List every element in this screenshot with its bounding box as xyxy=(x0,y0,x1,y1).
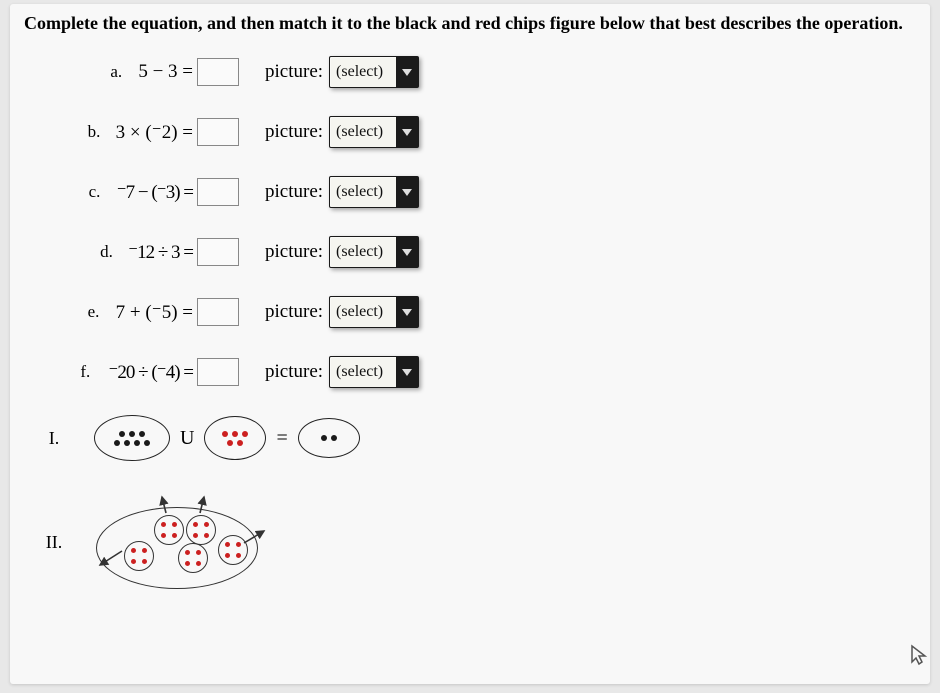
item-f-label: f. xyxy=(80,362,104,382)
chevron-down-icon xyxy=(396,177,418,207)
figure-I: I. U = xyxy=(24,415,916,461)
item-c-equation: ⁻7 − (⁻3) = xyxy=(117,181,193,204)
item-c-label: c. xyxy=(89,182,113,202)
picture-label-e: picture: xyxy=(265,301,323,323)
chip-black xyxy=(134,440,140,446)
picture-select-a[interactable]: (select) xyxy=(329,56,419,88)
select-text-f: (select) xyxy=(336,363,392,381)
union-op: U xyxy=(180,427,194,450)
chip-black xyxy=(331,435,337,441)
item-a-eq: a. 5 − 3 = xyxy=(24,58,239,86)
figure-I-oval1 xyxy=(94,415,170,461)
chip-red xyxy=(242,431,248,437)
figures-area: I. U = II. xyxy=(24,415,916,590)
picture-select-d[interactable]: (select) xyxy=(329,236,419,268)
chip-black xyxy=(129,431,135,437)
item-e-label: e. xyxy=(88,302,112,322)
item-b-row: b. 3 × (⁻2) = picture: (select) xyxy=(24,115,916,149)
item-b-equation: 3 × (⁻2) = xyxy=(116,121,193,144)
chip-red xyxy=(227,440,233,446)
item-d-label: d. xyxy=(100,242,124,262)
select-text-d: (select) xyxy=(336,243,392,261)
cursor-icon xyxy=(910,644,928,668)
chevron-down-icon xyxy=(396,57,418,87)
chip-black xyxy=(139,431,145,437)
item-e-input[interactable] xyxy=(197,298,239,326)
worksheet-page: Complete the equation, and then match it… xyxy=(10,4,930,684)
picture-select-f[interactable]: (select) xyxy=(329,356,419,388)
chevron-down-icon xyxy=(396,357,418,387)
chevron-down-icon xyxy=(396,117,418,147)
select-text-e: (select) xyxy=(336,303,392,321)
picture-select-e[interactable]: (select) xyxy=(329,296,419,328)
item-d-row: d. ⁻12 ÷ 3 = picture: (select) xyxy=(24,235,916,269)
chip-red xyxy=(237,440,243,446)
item-e-equation: 7 + (⁻5) = xyxy=(116,301,193,324)
instruction-text: Complete the equation, and then match it… xyxy=(24,12,916,35)
item-d-eq: d. ⁻12 ÷ 3 = xyxy=(24,238,239,266)
item-c-row: c. ⁻7 − (⁻3) = picture: (select) xyxy=(24,175,916,209)
chip-red xyxy=(222,431,228,437)
item-b-eq: b. 3 × (⁻2) = xyxy=(24,118,239,146)
item-a-row: a. 5 − 3 = picture: (select) xyxy=(24,55,916,89)
picture-select-c[interactable]: (select) xyxy=(329,176,419,208)
item-e-eq: e. 7 + (⁻5) = xyxy=(24,298,239,326)
item-f-input[interactable] xyxy=(197,358,239,386)
item-a-equation: 5 − 3 = xyxy=(138,61,193,83)
picture-label-c: picture: xyxy=(265,181,323,203)
select-text-b: (select) xyxy=(336,123,392,141)
chevron-down-icon xyxy=(396,237,418,267)
picture-select-b[interactable]: (select) xyxy=(329,116,419,148)
item-f-row: f. ⁻20 ÷ (⁻4) = picture: (select) xyxy=(24,355,916,389)
select-text-c: (select) xyxy=(336,183,392,201)
figure-I-oval2 xyxy=(204,416,266,460)
item-b-input[interactable] xyxy=(197,118,239,146)
item-f-equation: ⁻20 ÷ (⁻4) = xyxy=(108,361,193,384)
item-b-label: b. xyxy=(88,122,112,142)
item-d-input[interactable] xyxy=(197,238,239,266)
item-a-label: a. xyxy=(110,62,134,82)
chip-black xyxy=(144,440,150,446)
picture-label-f: picture: xyxy=(265,361,323,383)
select-text-a: (select) xyxy=(336,63,392,81)
figure-II-diagram xyxy=(94,495,259,590)
figure-I-oval3 xyxy=(298,418,360,458)
picture-label-d: picture: xyxy=(265,241,323,263)
item-d-equation: ⁻12 ÷ 3 = xyxy=(128,241,193,264)
chip-black xyxy=(119,431,125,437)
chip-red xyxy=(232,431,238,437)
equals-op: = xyxy=(276,427,287,450)
figure-II: II. xyxy=(24,495,916,590)
chip-black xyxy=(124,440,130,446)
chevron-down-icon xyxy=(396,297,418,327)
item-c-input[interactable] xyxy=(197,178,239,206)
item-a-input[interactable] xyxy=(197,58,239,86)
item-c-eq: c. ⁻7 − (⁻3) = xyxy=(24,178,239,206)
item-f-eq: f. ⁻20 ÷ (⁻4) = xyxy=(24,358,239,386)
arrows-layer xyxy=(94,495,269,595)
item-e-row: e. 7 + (⁻5) = picture: (select) xyxy=(24,295,916,329)
figure-I-label: I. xyxy=(24,428,84,449)
picture-label-a: picture: xyxy=(265,61,323,83)
figure-II-label: II. xyxy=(24,532,84,553)
chip-black xyxy=(321,435,327,441)
chip-black xyxy=(114,440,120,446)
picture-label-b: picture: xyxy=(265,121,323,143)
